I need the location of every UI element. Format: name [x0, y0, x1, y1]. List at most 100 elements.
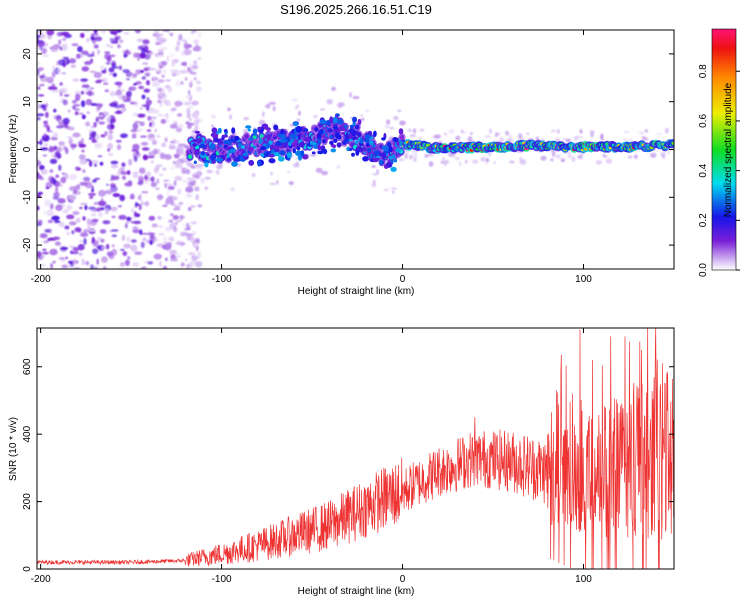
faint-blob: [442, 156, 445, 162]
noise-blob: [54, 182, 60, 188]
noise-blob: [112, 193, 121, 198]
ridge-scatter: [262, 123, 269, 130]
ridge-scatter: [231, 161, 238, 167]
ridge-scatter: [216, 157, 223, 162]
noise-blob: [173, 180, 177, 187]
noise-blob: [197, 31, 202, 38]
noise-blob: [46, 30, 55, 36]
noise-blob: [100, 238, 105, 243]
noise-blob: [158, 67, 162, 74]
noise-blob: [51, 215, 60, 221]
faint-blob: [469, 132, 473, 135]
faint-blob: [605, 158, 613, 164]
ridge-scatter: [364, 138, 370, 143]
noise-blob: [97, 155, 103, 158]
ridge-scatter: [395, 147, 402, 153]
colorbar-title: Normalized spectral amplitude: [723, 82, 734, 217]
colorbar-tick-label: 0.0: [698, 263, 709, 277]
noise-blob: [73, 103, 81, 107]
noise-blob: [155, 35, 163, 42]
ridge-scatter: [354, 140, 359, 144]
noise-blob: [74, 111, 79, 116]
snr-y-tick-label: 600: [22, 358, 33, 375]
noise-blob: [195, 166, 204, 170]
noise-blob: [184, 169, 190, 174]
faint-blob: [660, 151, 666, 157]
noise-blob: [52, 260, 56, 264]
noise-blob: [176, 113, 183, 117]
faint-blob: [237, 163, 241, 167]
noise-blob: [135, 128, 144, 132]
faint-blob: [634, 154, 638, 159]
noise-blob: [65, 147, 69, 155]
noise-blob: [39, 75, 45, 79]
noise-blob: [37, 103, 41, 110]
faint-blob: [428, 161, 434, 167]
noise-blob: [58, 141, 65, 146]
faint-blob: [560, 158, 566, 163]
ridge-scatter: [383, 145, 389, 152]
faint-blob: [321, 170, 329, 176]
noise-blob: [62, 99, 68, 106]
noise-blob: [58, 153, 62, 156]
noise-blob: [66, 136, 74, 139]
ridge-scatter: [337, 119, 344, 125]
noise-blob: [66, 231, 70, 236]
noise-blob: [37, 172, 40, 177]
noise-blob: [107, 148, 110, 152]
faint-blob: [517, 133, 523, 139]
faint-blob: [313, 115, 318, 118]
noise-blob: [97, 114, 104, 117]
noise-blob: [175, 140, 180, 144]
ridge-scatter: [393, 137, 398, 143]
noise-blob: [94, 36, 103, 42]
colorbar-ticks: 0.0 0.2 0.4 0.6 0.8: [698, 64, 740, 277]
noise-blob: [173, 153, 180, 159]
noise-blob: [142, 154, 149, 161]
faint-blob: [440, 160, 445, 164]
noise-blob: [157, 94, 163, 100]
noise-blob: [184, 48, 192, 56]
noise-blob: [108, 73, 114, 76]
noise-blob: [109, 206, 118, 212]
spectrogram-y-tick-label: 20: [22, 48, 33, 60]
noise-blob: [105, 183, 109, 186]
faint-blob: [296, 118, 301, 122]
noise-blob: [126, 236, 131, 243]
faint-blob: [411, 153, 419, 160]
noise-blob: [119, 39, 124, 43]
noise-blob: [165, 197, 174, 204]
noise-blob: [186, 124, 192, 129]
faint-blob: [650, 152, 657, 158]
noise-blob: [132, 143, 140, 151]
noise-blob: [108, 254, 115, 260]
noise-blob: [103, 82, 109, 85]
noise-blob: [187, 67, 191, 70]
ridge-scatter: [362, 156, 369, 162]
noise-blob: [92, 160, 99, 165]
noise-blob: [93, 71, 102, 79]
faint-blob: [200, 177, 205, 184]
noise-blob: [116, 110, 122, 114]
noise-blob: [189, 71, 197, 75]
ridge-scatter: [213, 137, 219, 143]
noise-blob: [137, 45, 142, 50]
snr-x-tick-label: 100: [575, 574, 592, 585]
noise-blob: [68, 245, 75, 248]
ridge-scatter: [204, 162, 209, 168]
noise-blob: [60, 176, 67, 184]
noise-blob: [156, 178, 160, 184]
noise-blob: [124, 259, 130, 266]
ridge-scatter: [381, 152, 387, 159]
noise-blob: [98, 121, 106, 125]
faint-blob: [251, 173, 256, 178]
ridge-scatter: [330, 148, 337, 153]
noise-blob: [168, 236, 175, 241]
noise-blob: [173, 226, 178, 233]
faint-blob: [443, 161, 446, 167]
ridge-scatter: [351, 136, 358, 141]
noise-blob: [93, 44, 99, 49]
noise-blob: [88, 160, 93, 167]
noise-blob: [109, 91, 116, 97]
